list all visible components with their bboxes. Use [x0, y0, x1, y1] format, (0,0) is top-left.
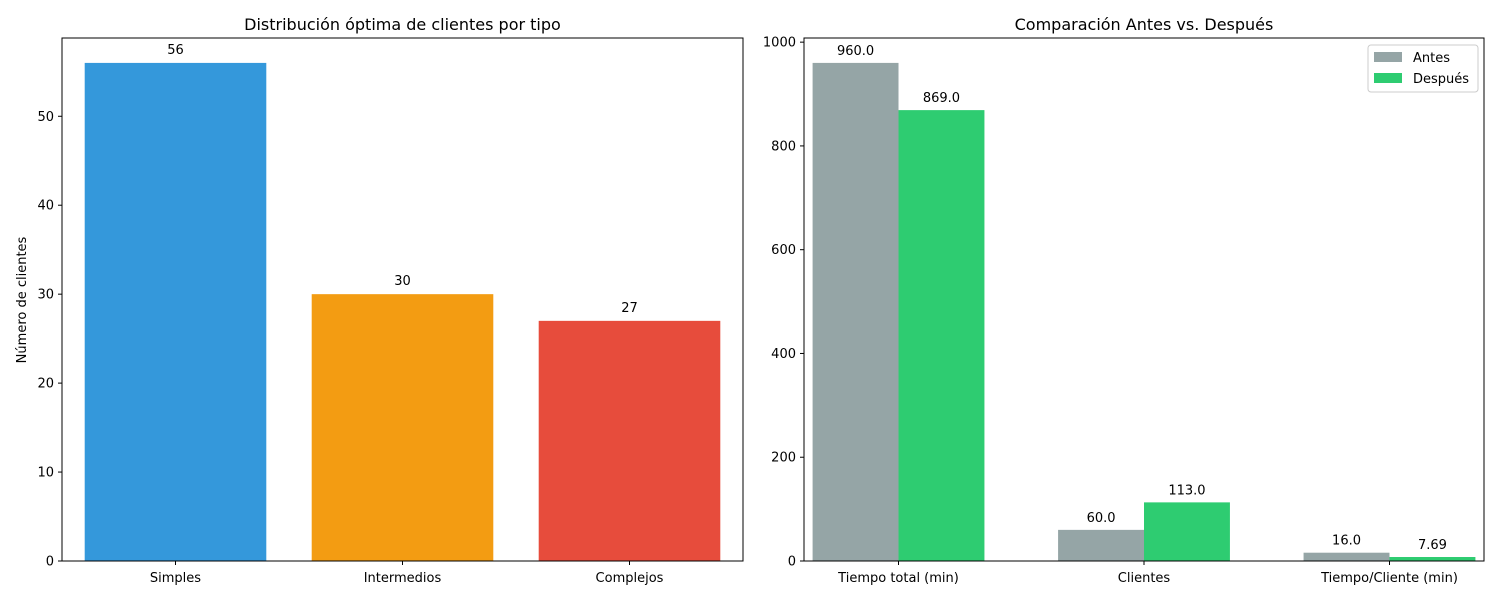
y-tick-label: 1000: [763, 36, 796, 51]
y-axis-label: Número de clientes: [15, 236, 30, 363]
bar: [812, 62, 899, 562]
chart-title: Comparación Antes vs. Después: [1015, 15, 1274, 34]
bar: [1144, 502, 1230, 561]
y-tick-label: 0: [46, 555, 54, 570]
bar: [1058, 529, 1144, 561]
data-label: 16.0: [1332, 534, 1361, 549]
data-label: 960.0: [837, 44, 874, 59]
data-label: 113.0: [1168, 483, 1205, 498]
x-tick-label: Tiempo total (min): [837, 571, 959, 586]
y-tick-label: 800: [771, 139, 796, 154]
y-tick-label: 10: [37, 466, 54, 481]
legend-swatch: [1374, 52, 1402, 62]
x-tick-label: Intermedios: [364, 571, 442, 586]
bar: [84, 62, 267, 562]
data-label: 869.0: [923, 91, 960, 106]
x-tick-label: Clientes: [1118, 571, 1171, 586]
plot-frame: [803, 37, 1485, 562]
bar: [1303, 552, 1390, 561]
data-label-group: 56 30 27: [167, 43, 638, 316]
x-axis-ticks: Simples Intermedios Complejos: [150, 561, 664, 586]
x-tick-label: Simples: [150, 571, 201, 586]
data-label: 7.69: [1418, 538, 1447, 553]
bar-group: [812, 62, 1476, 562]
y-tick-label: 20: [37, 377, 54, 392]
y-tick-label: 400: [771, 347, 796, 362]
legend: Antes Después: [1367, 44, 1479, 93]
data-label-group: 960.0 60.0 16.0 869.0 113.0 7.69: [837, 44, 1447, 553]
x-tick-label: Complejos: [596, 571, 664, 586]
chart-antes-despues: Comparación Antes vs. Después 960.0 60.0 1…: [763, 15, 1485, 586]
chart-clientes-por-tipo: Distribución óptima de clientes por tipo…: [15, 15, 744, 586]
y-tick-label: 40: [37, 199, 54, 214]
y-tick-label: 200: [771, 451, 796, 466]
bar: [538, 320, 721, 561]
legend-swatch: [1374, 73, 1402, 83]
bar: [1389, 557, 1476, 561]
x-tick-label: Tiempo/Cliente (min): [1320, 571, 1458, 586]
chart-title: Distribución óptima de clientes por tipo: [244, 15, 561, 34]
legend-label: Después: [1413, 72, 1469, 87]
bar: [898, 110, 985, 561]
y-axis-ticks: 0 200 400 600 800 1000: [763, 36, 804, 570]
legend-label: Antes: [1413, 51, 1450, 66]
data-label: 60.0: [1087, 511, 1116, 526]
y-tick-label: 600: [771, 243, 796, 258]
x-axis-ticks: Tiempo total (min) Clientes Tiempo/Cliente…: [837, 561, 1458, 586]
plot-frame: [61, 37, 744, 562]
y-tick-label: 50: [37, 110, 54, 125]
bar: [311, 294, 494, 561]
data-label: 27: [621, 301, 638, 316]
bar-group: [84, 62, 721, 562]
y-axis-ticks: 0 10 20 30 40 50: [37, 110, 62, 570]
y-tick-label: 0: [788, 555, 796, 570]
data-label: 30: [394, 274, 411, 289]
y-tick-label: 30: [37, 288, 54, 303]
data-label: 56: [167, 43, 184, 58]
